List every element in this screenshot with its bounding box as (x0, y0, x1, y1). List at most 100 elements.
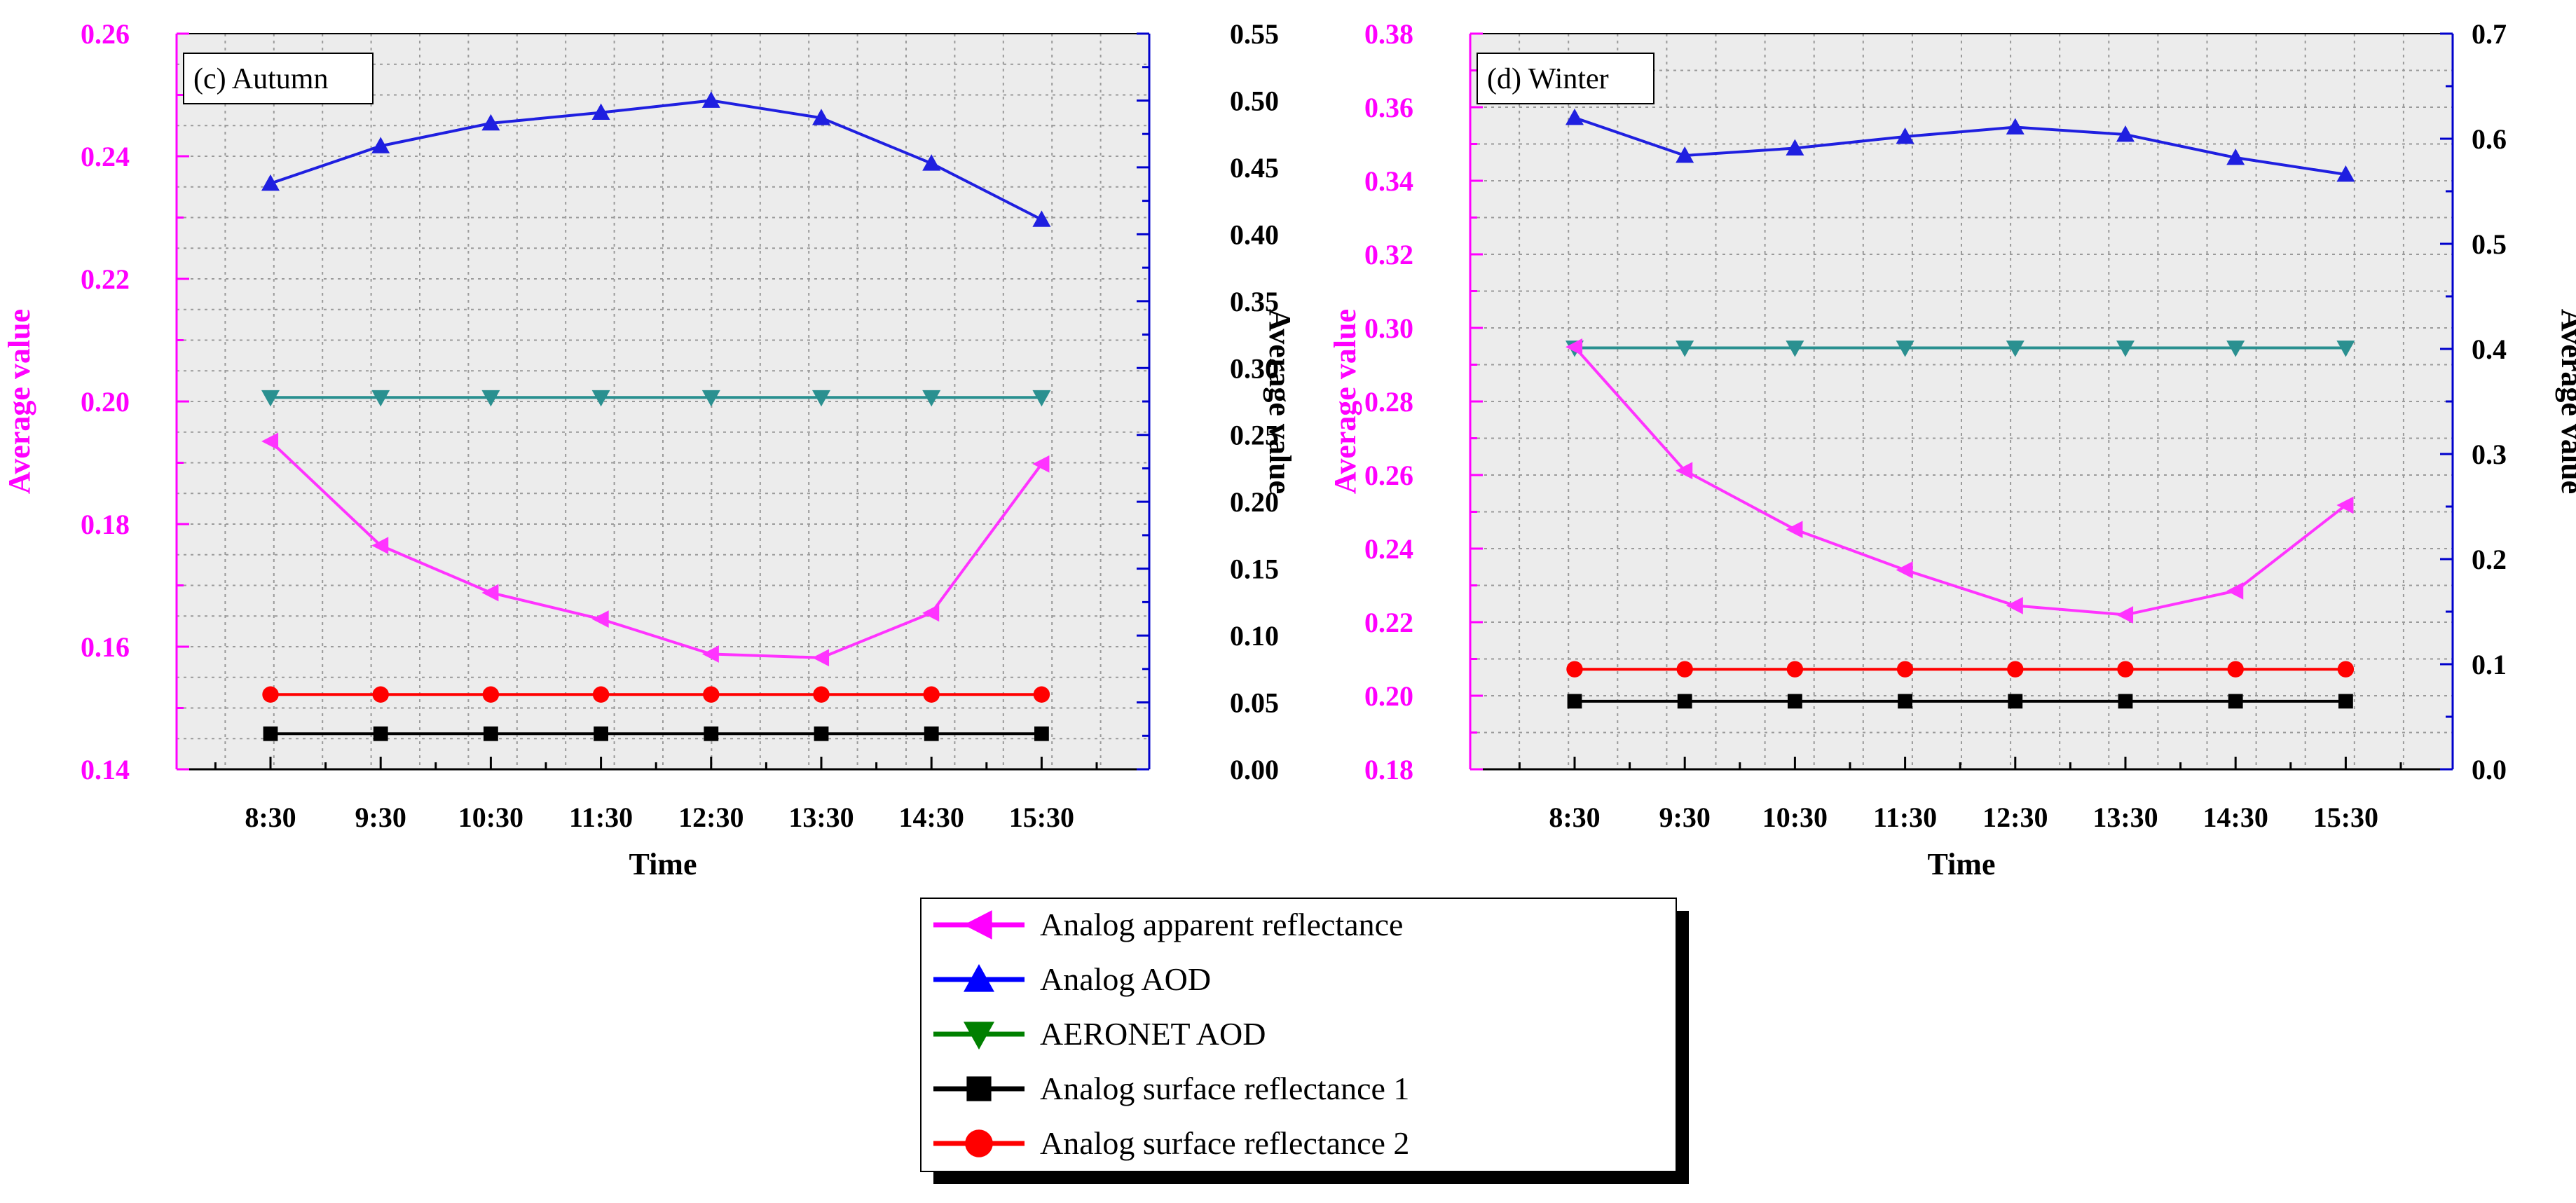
data-point-surface1 (1677, 694, 1692, 709)
x-tick-label: 9:30 (1659, 802, 1711, 833)
left-tick-label: 0.26 (81, 18, 130, 50)
left-tick-label: 0.32 (1364, 239, 1413, 270)
data-point-surface1 (373, 726, 388, 741)
data-point-aeronet (1896, 341, 1914, 357)
legend-item-5: Analog surface reflectance 2 (933, 1125, 1409, 1161)
left-tick-label: 0.38 (1364, 18, 1413, 50)
right-tick-label: 0.15 (1230, 554, 1279, 585)
left-tick-label: 0.16 (81, 631, 130, 663)
data-point-apparent (1676, 462, 1693, 480)
left-tick-label: 0.14 (81, 754, 130, 785)
data-point-surface2 (813, 686, 830, 703)
y-axis-title-left: Average value (1328, 309, 1362, 494)
data-point-aod (922, 154, 941, 171)
data-point-apparent (1032, 455, 1050, 473)
data-point-aod (261, 174, 280, 191)
x-tick-label: 8:30 (1549, 802, 1600, 833)
legend-label: Analog surface reflectance 2 (1040, 1125, 1409, 1161)
data-point-aeronet (591, 390, 610, 407)
x-tick-label: 8:30 (245, 802, 296, 833)
data-point-aeronet (1032, 390, 1051, 407)
series-aod (261, 91, 1051, 227)
right-tick-label: 0.1 (2472, 649, 2507, 680)
x-axis-title: Time (629, 847, 697, 881)
left-tick-label: 0.28 (1364, 386, 1413, 418)
data-point-aeronet (261, 390, 280, 407)
right-tick-label: 0.6 (2472, 123, 2507, 155)
left-tick-label: 0.20 (81, 386, 130, 418)
data-point-surface2 (1786, 661, 1804, 678)
legend-box (920, 898, 1677, 1172)
right-tick-label: 0.45 (1230, 152, 1279, 184)
data-point-aod (1566, 109, 1584, 125)
legend-item-1: Analog apparent reflectance (933, 907, 1403, 942)
panel-label-box (1477, 53, 1654, 104)
right-tick-label: 0.7 (2472, 18, 2507, 50)
data-point-apparent (2006, 597, 2023, 614)
data-point-surface1 (1034, 726, 1049, 741)
panel-label: (c) Autumn (193, 63, 328, 95)
data-point-surface1 (1898, 694, 1912, 709)
x-tick-label: 15:30 (2313, 802, 2378, 833)
data-point-aod (1896, 128, 1914, 144)
data-point-apparent (261, 432, 279, 451)
x-tick-label: 10:30 (1762, 802, 1828, 833)
legend-marker (964, 910, 992, 940)
series-aeronet (261, 390, 1051, 407)
right-tick-label: 0.3 (2472, 439, 2507, 470)
left-tick-label: 0.30 (1364, 312, 1413, 344)
left-tick-label: 0.36 (1364, 92, 1413, 123)
legend-label: Analog surface reflectance 1 (1040, 1071, 1409, 1106)
data-point-surface1 (2228, 694, 2243, 709)
data-point-surface1 (1567, 694, 1582, 709)
data-point-apparent (481, 584, 499, 602)
x-tick-label: 15:30 (1009, 802, 1074, 833)
gridlines (1470, 34, 2453, 769)
series-surface2 (262, 686, 1050, 703)
chart-panel-autumn: 0.14 0.16 0.18 0.20 0.22 0.24 0.26 0.00 0.05 0.10… (2, 18, 1297, 881)
legend-label: AERONET AOD (1040, 1016, 1266, 1052)
data-point-surface1 (924, 726, 939, 741)
data-point-aod (1032, 210, 1051, 227)
series-line-aod (1574, 116, 2346, 176)
data-point-apparent (701, 645, 719, 663)
data-point-surface1 (2338, 694, 2353, 709)
x-tick-label: 13:30 (788, 802, 854, 833)
right-tick-label: 0.2 (2472, 544, 2507, 575)
legend-marker (964, 1022, 994, 1050)
series-apparent (261, 432, 1050, 667)
right-tick-label: 0.30 (1230, 352, 1279, 384)
legend-marker (964, 964, 994, 992)
data-point-surface1 (594, 726, 608, 741)
left-tick-label: 0.22 (81, 263, 130, 295)
data-point-apparent (591, 610, 609, 628)
data-point-aod (371, 137, 390, 153)
data-point-surface1 (704, 726, 719, 741)
data-point-surface2 (1896, 661, 1914, 678)
legend-marker (966, 1076, 992, 1101)
data-point-surface2 (1676, 661, 1693, 678)
chart-panel-winter: 0.18 0.20 0.22 0.24 0.26 0.28 0.30 0.32 0.34 0.36… (1328, 18, 2576, 881)
data-point-surface2 (1033, 686, 1050, 703)
x-axis-title: Time (1928, 847, 1996, 881)
data-point-aeronet (2006, 341, 2025, 357)
data-point-aeronet (701, 390, 720, 407)
right-tick-label: 0.4 (2472, 334, 2507, 365)
legend-label: Analog AOD (1040, 961, 1211, 997)
x-tick-label: 10:30 (458, 802, 523, 833)
series-line-aod (270, 99, 1043, 221)
series-apparent (1566, 338, 2354, 624)
series-aod (1566, 109, 2355, 182)
data-point-surface1 (2118, 694, 2133, 709)
left-tick-label: 0.20 (1364, 680, 1413, 712)
right-tick-label: 0.20 (1230, 486, 1279, 518)
gridlines (177, 34, 1149, 769)
left-tick-label: 0.26 (1364, 460, 1413, 491)
data-point-surface2 (262, 686, 279, 703)
data-point-aeronet (2116, 341, 2135, 357)
data-point-aod (591, 103, 610, 121)
data-point-aeronet (1786, 341, 1804, 357)
data-point-aod (1786, 139, 1804, 156)
data-point-surface2 (703, 686, 720, 703)
